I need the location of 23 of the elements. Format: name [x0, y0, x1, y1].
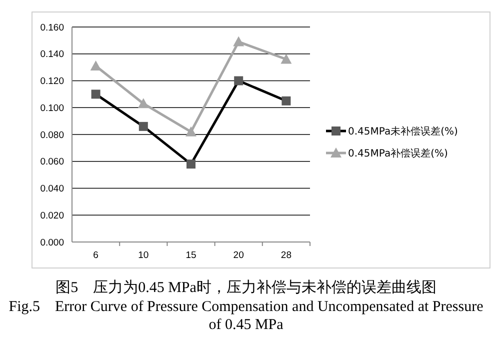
point	[233, 36, 244, 46]
y-tick-label: 0.120	[40, 76, 64, 88]
point	[138, 98, 149, 108]
y-tick-label: 0.160	[40, 22, 64, 34]
x-tick-label: 15	[186, 250, 196, 261]
x-tick-label: 20	[233, 250, 244, 261]
x-tick-label: 10	[138, 250, 149, 261]
y-tick-label: 0.080	[40, 130, 64, 141]
point	[186, 126, 196, 136]
y-tick-label: 0.060	[40, 156, 64, 168]
y-tick-label: 0.020	[40, 210, 64, 222]
legend-label: 0.45MPa未补偿误差(%)	[348, 126, 458, 138]
y-tick-label: 0.040	[40, 184, 64, 195]
caption: 图5 压力为0.45 MPa时，压力补偿与未补偿的误差曲线图	[56, 279, 436, 296]
y-tick-label: 0.140	[40, 49, 64, 60]
caption: Fig.5 Error Curve of Pressure Compensation and Uncompensated at Pressure of 0.45 MPa	[8, 298, 484, 334]
x-tick-label: 6	[93, 250, 98, 261]
point	[280, 54, 292, 64]
y-tick-label: 0.100	[40, 102, 64, 114]
legend-label: 0.45MPa补偿误差(%)	[348, 148, 448, 160]
point	[90, 60, 102, 70]
x-tick-label: 28	[280, 250, 292, 261]
y-tick-label: 0.000	[40, 237, 64, 248]
